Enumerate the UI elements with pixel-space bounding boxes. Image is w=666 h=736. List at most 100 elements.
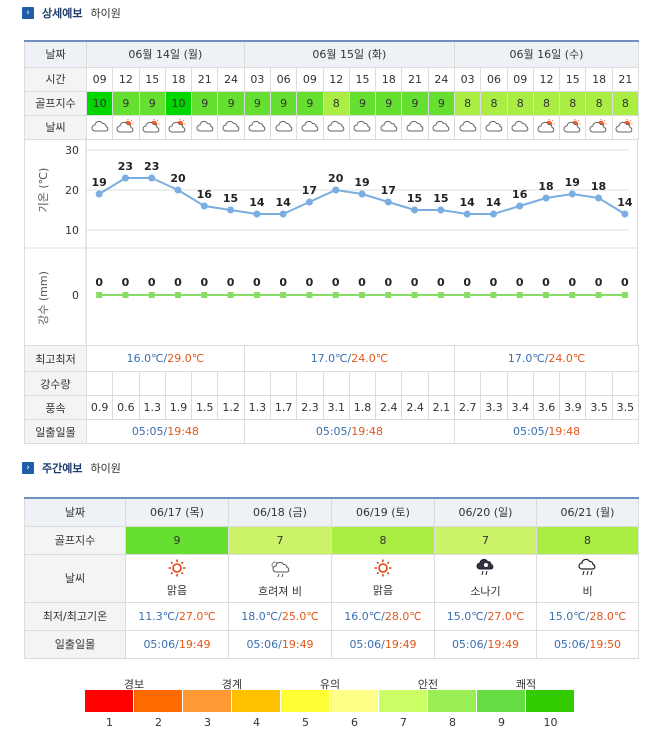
legend-number: 10 [543, 716, 558, 729]
weekly-date-cell: 06/20 (일) [434, 497, 537, 527]
weather-cell [217, 114, 245, 140]
weekly-weather-cell: 흐려져 비 [228, 553, 332, 603]
precip-data-label: 0 [174, 276, 182, 289]
precip-data-label: 0 [516, 276, 524, 289]
precip-tick-label: 0 [72, 289, 79, 302]
legend-number: 1 [106, 716, 113, 729]
weekly-golf-cell: 7 [434, 525, 537, 555]
wind-cell: 0.6 [112, 395, 140, 420]
rain-cell [191, 371, 219, 396]
weather-cell [112, 114, 140, 140]
weather-cell [348, 114, 377, 140]
wind-cell: 3.5 [611, 395, 640, 420]
temp-data-label: 23 [118, 160, 133, 173]
precip-data-label: 0 [358, 276, 366, 289]
golf-index-legend-bar [85, 690, 575, 712]
temp-point [411, 206, 419, 214]
temp-data-label: 17 [302, 184, 317, 197]
max-temp: 25.0℃ [281, 609, 319, 623]
weekly-temp-cell: 11.3℃/27.0℃ [125, 601, 229, 631]
row-label-rain: 강수량 [24, 371, 87, 396]
cloud-icon [222, 120, 240, 135]
section-location: 하이원 [90, 462, 121, 475]
cloud-rain-icon [230, 558, 331, 583]
golf-index-cell: 8 [506, 90, 534, 116]
cloud-icon [380, 120, 398, 135]
weekly-forecast-header: › 주간예보 하이원 [22, 460, 121, 476]
sunrise-time: 05:06 [553, 637, 586, 651]
time-cell: 15 [348, 66, 377, 92]
golf-index-cell: 9 [401, 90, 429, 116]
wind-cell: 1.7 [270, 395, 298, 420]
sunrise-row: 일출일몰 05:05/19:48 05:05/19:48 05:05/19:48 [24, 419, 640, 444]
section-title: 상세예보 [42, 7, 83, 20]
weather-row: 날씨 [24, 114, 640, 140]
weather-cell [532, 114, 561, 140]
temp-data-label: 15 [407, 192, 422, 205]
min-temp: 15.0℃ [548, 609, 586, 623]
weekly-golf-cell: 9 [125, 525, 229, 555]
golf-index-cell: 9 [191, 90, 219, 116]
time-cell: 21 [191, 66, 219, 92]
weekly-temp-cell: 16.0℃/28.0℃ [331, 601, 435, 631]
precip-point [148, 292, 155, 298]
wind-cell: 1.3 [243, 395, 272, 420]
cloud-icon [432, 120, 450, 135]
row-label-date: 날짜 [24, 497, 126, 527]
wind-cell: 3.5 [585, 395, 613, 420]
row-label-weather: 날씨 [24, 553, 126, 603]
row-label-weather: 날씨 [24, 114, 87, 140]
partly-cloudy-icon [537, 118, 557, 136]
precip-point [306, 292, 313, 298]
temp-data-label: 18 [591, 180, 606, 193]
temp-tick-label: 30 [65, 144, 79, 157]
wind-cell: 3.3 [480, 395, 508, 420]
weather-cell [559, 114, 587, 140]
temp-point [95, 190, 103, 198]
weather-cell [611, 114, 640, 140]
wind-cell: 1.9 [164, 395, 193, 420]
time-cell: 06 [480, 66, 508, 92]
weather-cell [243, 114, 272, 140]
time-cell: 06 [269, 66, 298, 92]
wind-cell: 3.4 [506, 395, 534, 420]
rain-cell [138, 371, 166, 396]
weekly-weather-cell: 소나기 [434, 553, 537, 603]
precip-point [490, 292, 497, 298]
golf-index-cell: 8 [611, 90, 640, 116]
weekly-temp-row: 최저/최고기온 11.3℃/27.0℃ 18.0℃/25.0℃ 16.0℃/28.0… [24, 601, 639, 631]
sun-cell: 05:05/19:48 [86, 419, 245, 444]
temp-data-label: 19 [565, 176, 580, 189]
weather-cell [401, 114, 429, 140]
time-cell: 15 [559, 66, 587, 92]
precip-data-label: 0 [463, 276, 471, 289]
precip-point [543, 292, 549, 298]
temp-point [384, 198, 392, 206]
golf-index-cell: 8 [480, 90, 508, 116]
rain-cell [375, 371, 403, 396]
sun-icon [333, 559, 434, 582]
precip-point [359, 292, 365, 298]
section-title: 주간예보 [42, 462, 83, 475]
temp-point [568, 190, 576, 198]
rain-cell [401, 371, 429, 396]
legend-category: 안전 [417, 678, 439, 691]
golf-index-legend-numbers: 1 2 3 4 5 6 7 8 9 10 [85, 716, 575, 729]
temp-point [358, 190, 366, 198]
temp-point [542, 194, 550, 202]
weather-cell [138, 114, 166, 140]
time-cell: 24 [427, 66, 456, 92]
legend-category: 쾌적 [515, 678, 537, 691]
shower-icon [436, 558, 536, 583]
weather-cell [375, 114, 403, 140]
day-header: 06월 16일 (수) [454, 40, 640, 68]
wind-cell: 2.7 [454, 395, 482, 420]
weather-cell [480, 114, 508, 140]
precip-data-label: 0 [253, 276, 261, 289]
row-label-golf: 골프지수 [24, 90, 87, 116]
weekly-date-row: 날짜 06/17 (목) 06/18 (금) 06/19 (토) 06/20 (일) 0… [24, 497, 639, 527]
golf-index-cell: 9 [217, 90, 245, 116]
golf-index-cell: 9 [269, 90, 298, 116]
wind-cell: 1.3 [138, 395, 166, 420]
detailed-forecast-table: 날짜 06월 14일 (월) 06월 15일 (화) 06월 16일 (수) 시… [24, 40, 640, 140]
